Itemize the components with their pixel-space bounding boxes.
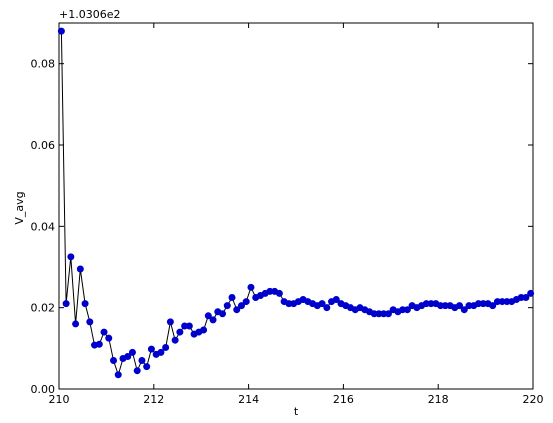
data-point [247,283,255,291]
y-offset-text: +1.0306e2 [59,8,120,21]
y-tick-label: 0.04 [31,220,56,233]
data-point [138,357,146,365]
data-point [171,336,179,344]
data-point [95,340,103,348]
data-point [110,357,118,365]
data-point [200,326,208,334]
data-point [456,302,464,310]
plot-frame [58,22,534,390]
y-tick-label: 0.00 [31,383,56,396]
data-point [105,334,113,342]
x-tick-label: 220 [523,393,544,406]
data-point [166,318,174,326]
data-point [489,302,497,310]
data-point [57,27,65,35]
data-point [209,316,217,324]
data-point [237,302,245,310]
data-point [157,348,165,356]
x-tick-label: 216 [333,393,354,406]
data-point [86,318,94,326]
data-point [81,300,89,308]
data-point [143,363,151,371]
data-point [323,304,331,312]
data-point [67,253,75,261]
data-point [124,352,132,360]
data-point [275,289,283,297]
data-point [204,312,212,320]
data-point [162,344,170,352]
x-tick-label: 212 [143,393,164,406]
data-point [62,300,70,308]
data-point [128,348,136,356]
data-point [522,294,530,301]
data-point [460,306,468,314]
data-point [384,310,392,318]
data-point [176,328,184,336]
y-tick-label: 0.02 [31,302,56,315]
x-tick-label: 218 [428,393,449,406]
data-point [332,296,340,304]
data-point [133,367,141,375]
data-point [233,306,241,314]
data-point [114,371,122,379]
data-point [76,265,84,273]
data-point [223,302,231,310]
data-point [228,294,236,301]
y-axis-label: V_avg [13,191,26,224]
data-point [72,320,80,328]
x-tick-label: 214 [238,393,259,406]
x-axis-label: t [294,405,299,418]
y-tick-label: 0.08 [31,58,56,71]
data-point [100,328,108,336]
data-point [219,310,227,318]
y-tick-label: 0.06 [31,139,56,152]
data-point [147,345,155,353]
data-point [318,300,326,308]
x-tick-label: 210 [49,393,70,406]
data-point [403,306,411,314]
data-point [185,322,193,330]
data-point [242,298,250,306]
data-point [527,289,535,297]
